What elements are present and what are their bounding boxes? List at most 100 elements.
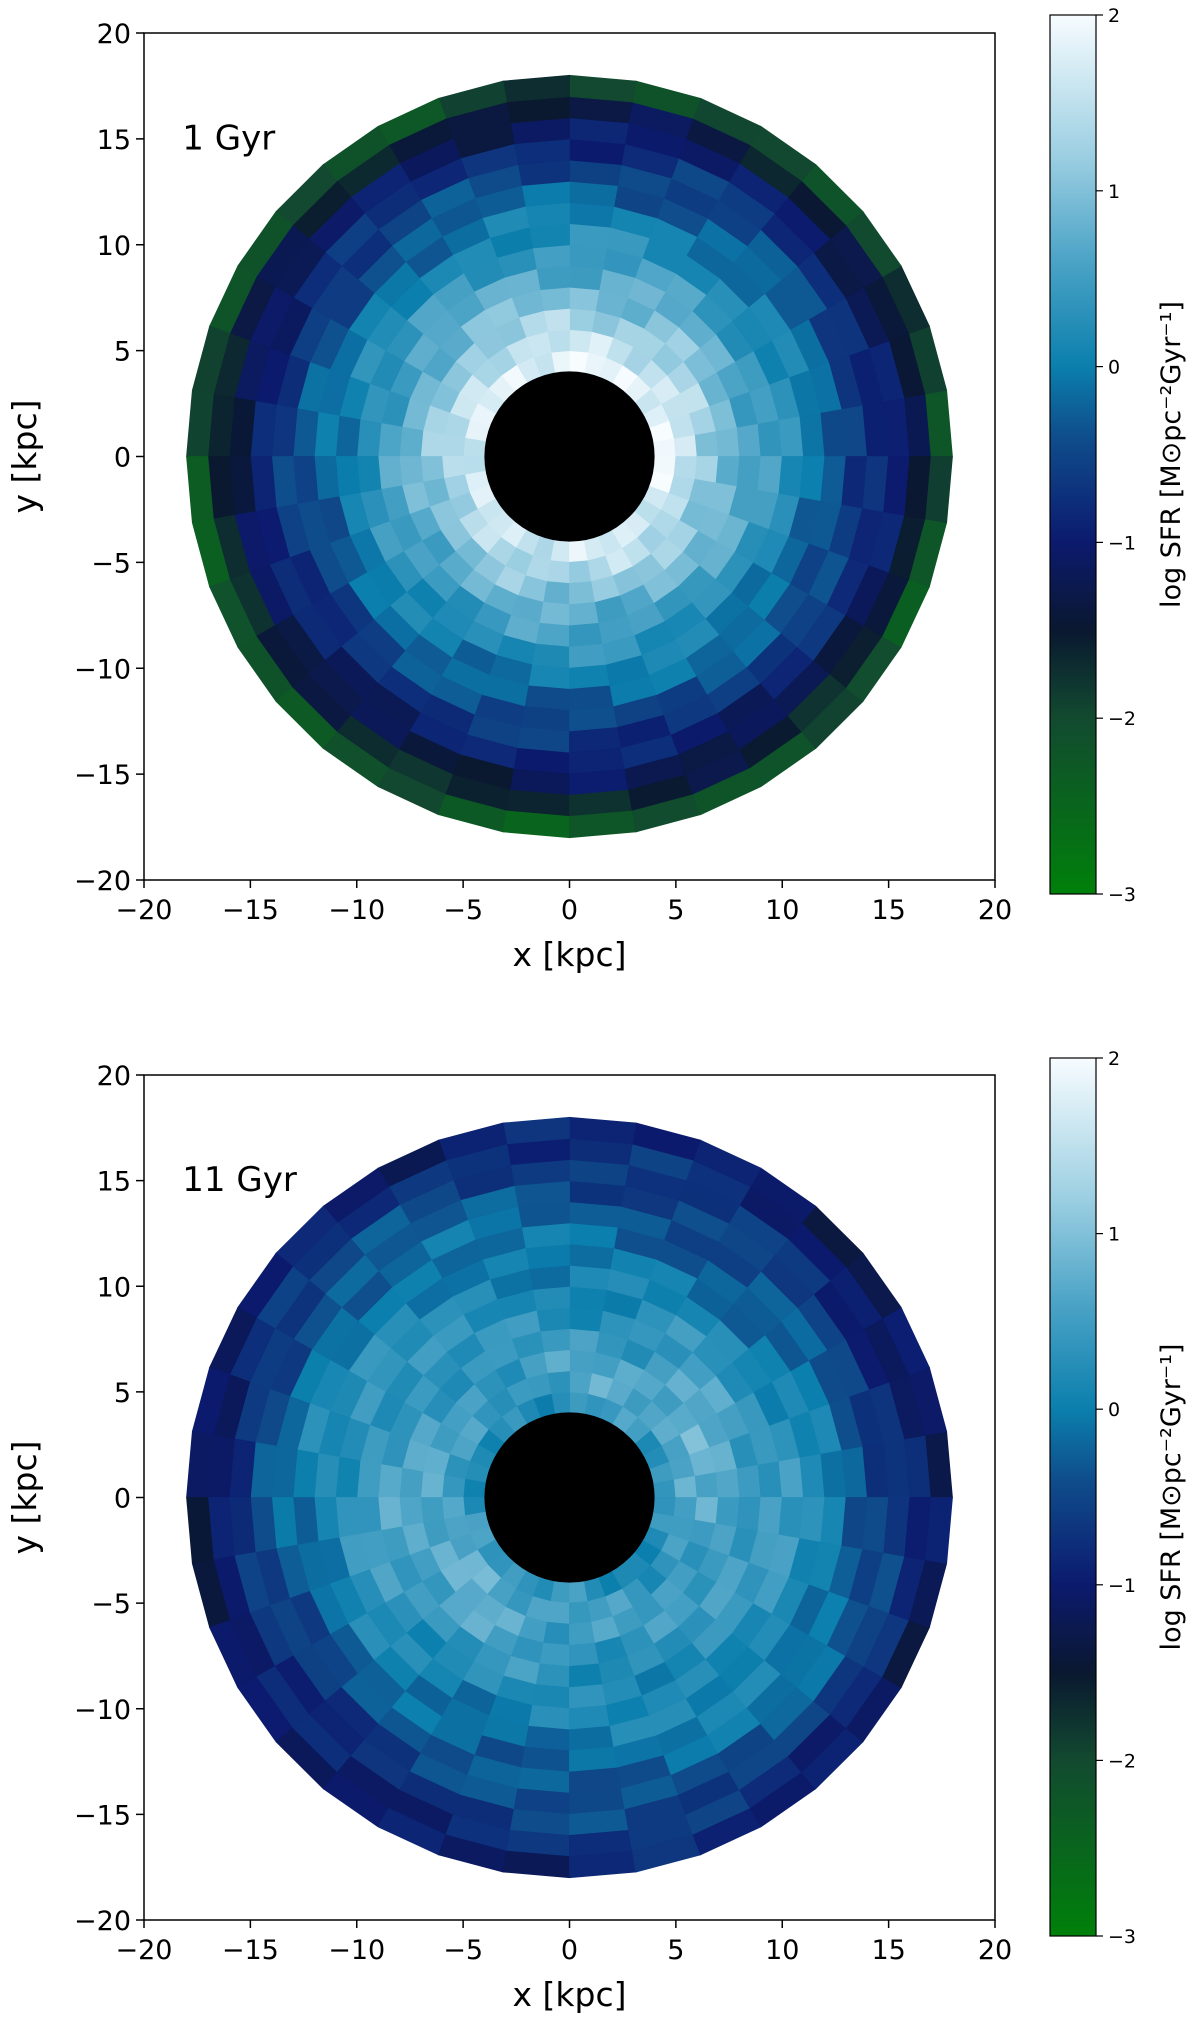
x-tick-label: −20 [116, 895, 173, 926]
y-tick-label: −20 [74, 1906, 131, 1937]
sfr-cell [569, 329, 593, 353]
sfr-cell [335, 415, 361, 457]
sfr-cell [799, 1453, 826, 1498]
panel-11gyr: 11 Gyr −20 −15 −10 −5 0 5 10 15 20 −20−15−10−505… [5, 1048, 1187, 2014]
sfr-cell [757, 1460, 783, 1498]
x-tick-label: 0 [561, 895, 578, 926]
y-tick-label: 15 [97, 1167, 131, 1198]
sfr-cell [539, 602, 570, 627]
sfr-cell [356, 1460, 382, 1498]
sfr-disk-11gyr [186, 1116, 953, 1879]
sfr-cell [673, 456, 698, 480]
sfr-disk-1gyr [186, 74, 953, 839]
sfr-cell [528, 1264, 570, 1290]
y-axis-label-11gyr: y [kpc] [5, 1441, 44, 1555]
y-tick-label: 10 [97, 231, 131, 262]
sfr-cell [694, 456, 719, 483]
sfr-cell [420, 430, 445, 457]
central-hole-1gyr [484, 371, 655, 542]
sfr-cell [398, 1467, 424, 1498]
sfr-cell [569, 664, 611, 690]
sfr-cell [569, 1306, 604, 1332]
sfr-cell [652, 456, 677, 476]
sfr-cell [539, 1328, 570, 1353]
sfr-cell [569, 1391, 589, 1415]
y-tick-label: 5 [114, 337, 131, 368]
sfr-cell [694, 430, 719, 457]
sfr-cell [569, 350, 589, 374]
sfr-cell [313, 1497, 340, 1542]
x-tick-label: 15 [871, 1935, 905, 1966]
x-axis-ticks-11gyr: −20 −15 −10 −5 0 5 10 15 20 [116, 1920, 1012, 1966]
sfr-cell [757, 1497, 783, 1535]
sfr-cell [569, 1370, 593, 1394]
sfr-cell [420, 1497, 445, 1524]
y-tick-label: −10 [74, 654, 131, 685]
sfr-cell [694, 1471, 719, 1498]
sfr-cell [799, 456, 826, 502]
sfr-cell [543, 1349, 570, 1374]
y-tick-label: 20 [97, 19, 131, 50]
sfr-cell [377, 456, 403, 491]
sfr-cell [778, 415, 804, 457]
sfr-cell [757, 456, 783, 494]
sfr-cell [569, 1621, 596, 1646]
sfr-cell [532, 244, 570, 270]
y-tick-label: 20 [97, 1061, 131, 1092]
sfr-cell [569, 1663, 604, 1689]
colorbar-tick-label: −2 [1108, 708, 1136, 730]
colorbar-tick-label: 0 [1108, 1399, 1120, 1421]
x-tick-label: 20 [978, 895, 1012, 926]
sfr-cell [569, 622, 604, 648]
colorbar-ticks-1gyr: −3 −2 −1 0 1 2 [1096, 5, 1136, 906]
sfr-cell [356, 456, 382, 494]
colorbar-tick-label: −2 [1108, 1750, 1136, 1772]
x-tick-label: −20 [116, 1935, 173, 1966]
sfr-cell [652, 1497, 677, 1517]
y-tick-label: −15 [74, 760, 131, 791]
sfr-cell [543, 307, 570, 332]
x-tick-label: −15 [222, 1935, 279, 1966]
sfr-cell [377, 1464, 403, 1498]
sfr-cell [715, 456, 741, 487]
x-tick-label: −5 [443, 1935, 483, 1966]
colorbar-tick-label: 2 [1108, 1048, 1120, 1070]
sfr-cell [569, 223, 611, 249]
y-tick-label: −5 [91, 548, 131, 579]
x-tick-label: 5 [667, 895, 684, 926]
sfr-cell [398, 1497, 424, 1528]
sfr-cell [313, 1453, 340, 1498]
panel-annotation-1gyr: 1 Gyr [182, 118, 275, 158]
sfr-cell [524, 201, 570, 228]
sfr-cell [528, 664, 570, 690]
x-tick-label: 0 [561, 1935, 578, 1966]
colorbar-tick-label: 2 [1108, 5, 1120, 27]
sfr-cell [524, 1725, 570, 1752]
x-tick-label: 5 [667, 1935, 684, 1966]
y-tick-label: −15 [74, 1800, 131, 1831]
x-tick-label: 20 [978, 1935, 1012, 1966]
x-axis-ticks-1gyr: −20 −15 −10 −5 0 5 10 15 20 [116, 880, 1012, 926]
sfr-cell [736, 1497, 762, 1531]
sfr-cell [569, 1328, 600, 1353]
sfr-cell [925, 456, 953, 524]
sfr-cell [532, 1684, 570, 1710]
sfr-cell [546, 1601, 570, 1625]
sfr-cell [420, 456, 445, 483]
sfr-cell [398, 426, 424, 457]
colorbar-frame-1gyr [1049, 14, 1097, 895]
sfr-cell [398, 456, 424, 487]
sfr-cell [715, 1497, 741, 1528]
sfr-cell [925, 1497, 953, 1564]
sfr-cell [524, 685, 570, 712]
sfr-cell [778, 1497, 804, 1539]
y-tick-label: 0 [114, 443, 131, 474]
colorbar-tick-label: 1 [1108, 1224, 1120, 1246]
sfr-cell [535, 265, 570, 291]
sfr-cell [528, 223, 570, 249]
sfr-cell [356, 1497, 382, 1535]
sfr-cell [546, 560, 570, 584]
colorbar-tick-label: 0 [1108, 357, 1120, 379]
sfr-cell [736, 1464, 762, 1498]
